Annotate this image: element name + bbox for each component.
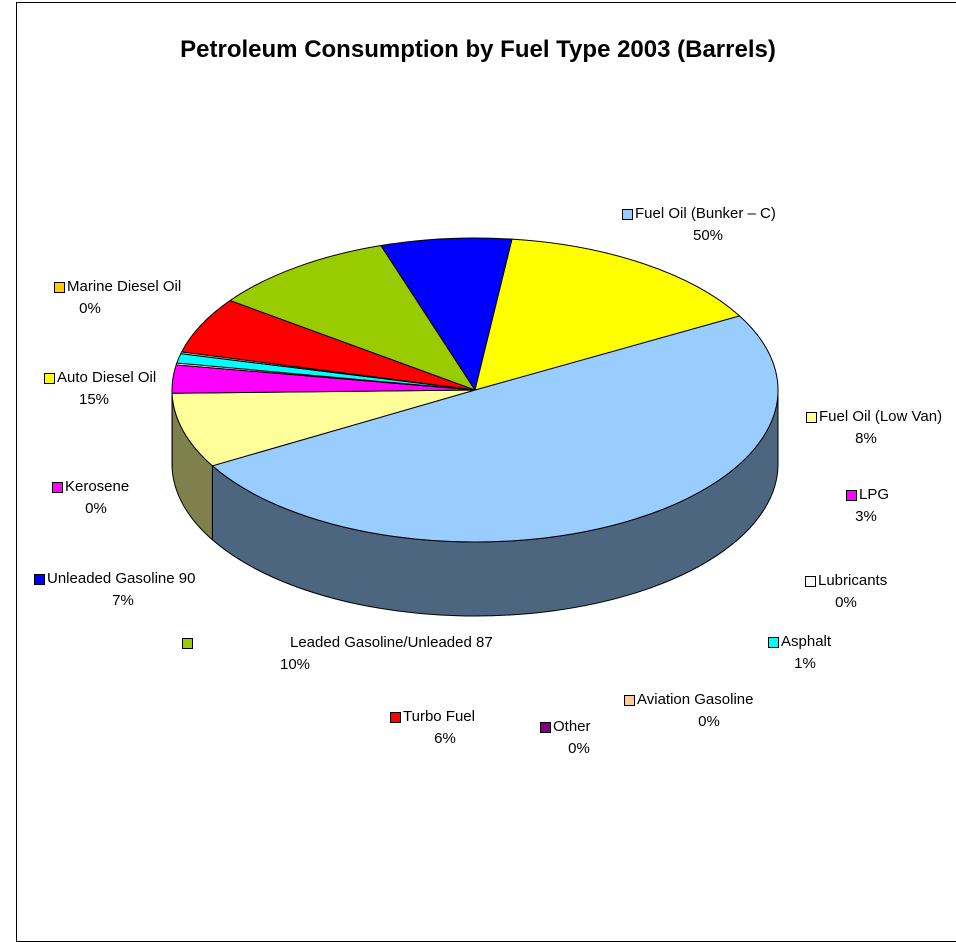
swatch-kerosene [52,482,63,493]
label-turbo-fuel: Turbo Fuel 6% [390,706,490,750]
swatch-unleaded-gasoline-90 [34,574,45,585]
label-marine-diesel-oil: Marine Diesel Oil 0% [54,276,204,320]
swatch-auto-diesel-oil [44,373,55,384]
swatch-leaded-gasoline [182,638,193,649]
swatch-fuel-oil-bunker-c [622,209,633,220]
label-unleaded-gasoline-90: Unleaded Gasoline 90 7% [34,568,224,612]
label-auto-diesel-oil: Auto Diesel Oil 15% [44,367,174,411]
swatch-turbo-fuel [390,712,401,723]
label-leaded-gasoline: Leaded Gasoline/Unleaded 87 10% [182,632,382,676]
label-kerosene: Kerosene 0% [52,476,152,520]
label-aviation-gasoline: Aviation Gasoline 0% [624,689,794,733]
swatch-fuel-oil-low-van [806,412,817,423]
swatch-aviation-gasoline [624,695,635,706]
pie-top-faces [172,238,778,542]
swatch-marine-diesel-oil [54,282,65,293]
label-other: Other 0% [540,716,620,760]
label-lubricants: Lubricants 0% [805,570,925,614]
swatch-other [540,722,551,733]
swatch-lpg [846,490,857,501]
label-asphalt: Asphalt 1% [768,631,858,675]
pie-chart [0,0,956,914]
swatch-lubricants [805,576,816,587]
label-fuel-oil-bunker-c: Fuel Oil (Bunker – C) 50% [622,203,802,247]
leaded-gasoline-label-text: Leaded Gasoline/Unleaded 87 [290,632,493,654]
label-lpg: LPG 3% [846,484,906,528]
swatch-asphalt [768,637,779,648]
label-fuel-oil-low-van: Fuel Oil (Low Van) 8% [806,406,956,450]
